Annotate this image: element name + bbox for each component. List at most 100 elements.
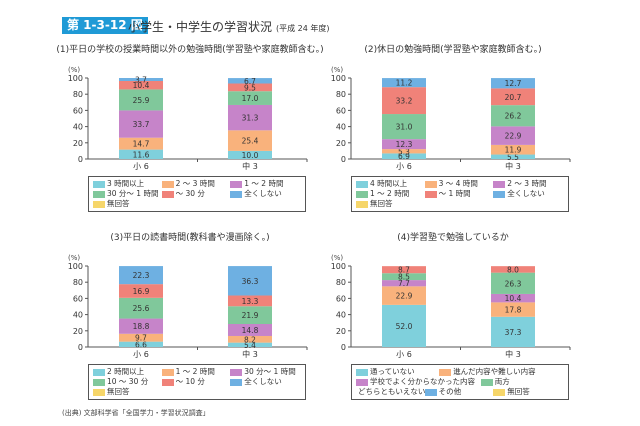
- chart-title: (4)学習塾で勉強しているか: [397, 233, 509, 243]
- x-category-label: 中 3: [242, 161, 258, 171]
- y-tick-label: 40: [336, 123, 346, 132]
- bar-segment: [228, 266, 272, 296]
- data-label: 13.3: [242, 297, 259, 306]
- legend-item: 無回答: [493, 387, 562, 397]
- data-label: 31.0: [396, 123, 413, 132]
- legend-item: 10 ～ 30 分: [93, 377, 162, 387]
- data-label: 26.3: [505, 279, 522, 288]
- legend-swatch-icon: [93, 388, 105, 396]
- y-tick-label: 80: [73, 90, 83, 99]
- legend-item: 2 ～ 3 時間: [161, 179, 231, 189]
- legend-label: 無回答: [370, 199, 393, 208]
- data-label: 33.2: [396, 97, 413, 106]
- legend-item: 30 分～ 1 時間: [230, 367, 299, 377]
- figure-title: 小学生・中学生の学習状況 (平成 24 年度): [128, 18, 330, 35]
- bar-segment: [119, 80, 163, 90]
- legend-label: 1 ～ 2 時間: [370, 189, 410, 198]
- legend-label: 全くしない: [507, 189, 545, 198]
- bar-segment: [119, 89, 163, 111]
- data-label: 37.3: [505, 328, 522, 337]
- legend-swatch-icon: [493, 180, 506, 188]
- data-label: 12.7: [505, 79, 522, 88]
- bar-segment: [491, 302, 535, 317]
- legend-item: 無回答: [93, 387, 162, 397]
- data-label: 5.4: [244, 341, 256, 350]
- bar-segment: [119, 318, 163, 334]
- legend-label: 無回答: [107, 199, 130, 208]
- bar-segment: [228, 150, 272, 159]
- bar-segment: [382, 266, 426, 274]
- legend-swatch-icon: [356, 368, 368, 376]
- legend-item: ～ 1 時間: [424, 189, 494, 199]
- y-axis-unit: (%): [68, 66, 80, 74]
- chart-title: (2)休日の勉強時間(学習塾や家庭教師含む。): [364, 45, 542, 55]
- y-tick-label: 80: [336, 278, 346, 287]
- bar-segment: [491, 105, 535, 127]
- data-label: 8.2: [244, 335, 256, 344]
- legend-swatch-icon: [356, 378, 368, 386]
- bar-segment: [119, 341, 163, 347]
- legend-label: 30 分～ 1 時間: [107, 189, 159, 198]
- bar-segment: [119, 266, 163, 285]
- legend-item: 両方: [480, 377, 564, 387]
- x-category-label: 中 3: [242, 349, 258, 359]
- data-label: 31.3: [242, 114, 259, 123]
- y-tick-label: 100: [68, 74, 83, 83]
- y-tick-label: 0: [78, 343, 83, 352]
- bar-junior-3: 5.511.9 22.9 26.2 20.7 12.7: [491, 78, 535, 162]
- bar-elementary-6: 6.69.7 18.8 25.6 16.9 22.3: [119, 266, 163, 349]
- legend-label: その他: [438, 387, 462, 396]
- data-label: 8.7: [398, 266, 410, 275]
- bar-junior-3: 5.48.214.8 21.9 13.3 36.3: [228, 266, 272, 350]
- bar-junior-3: 10.0 25.4 31.3 17.0 9.56.7: [228, 77, 272, 160]
- source-note: (出典) 文部科学省「全国学力・学習状況調査」: [62, 409, 210, 417]
- bar-segment: [491, 272, 535, 294]
- data-label: 18.8: [133, 322, 150, 331]
- data-label: 12.3: [396, 140, 413, 149]
- data-label: 36.3: [242, 277, 259, 286]
- bar-segment: [119, 284, 163, 298]
- bar-segment: [382, 149, 426, 154]
- chart-weekday-study-time: (1)平日の学校の授業時間以外の勉強時間(学習塾や家庭教師含む。) (%) 0 20 4…: [55, 40, 325, 225]
- data-label: 11.6: [133, 150, 150, 159]
- legend-swatch-icon: [93, 368, 105, 376]
- data-label: 20.7: [505, 93, 522, 102]
- data-label: 16.9: [133, 287, 150, 296]
- bar-segment: [119, 78, 163, 81]
- data-label: 10.0: [242, 151, 259, 160]
- data-label: 11.9: [505, 146, 522, 155]
- legend-label: 10 ～ 30 分: [107, 377, 149, 386]
- y-tick-label: 0: [341, 343, 346, 352]
- bar-segment: [491, 266, 535, 273]
- legend-swatch-icon: [230, 190, 243, 198]
- bar-segment: [228, 78, 272, 84]
- bar-segment: [491, 144, 535, 155]
- legend-label: ～ 10 分: [175, 377, 205, 386]
- legend-swatch-icon: [161, 190, 174, 198]
- legend-swatch-icon: [161, 368, 174, 376]
- legend-item: 全くしない: [493, 189, 562, 199]
- y-tick-label: 0: [341, 155, 346, 164]
- bar-segment: [228, 306, 272, 324]
- legend-item: 1 ～ 2 時間: [356, 189, 425, 199]
- y-axis-unit: (%): [331, 66, 343, 74]
- bar-segment: [382, 87, 426, 115]
- bar-segment: [382, 78, 426, 88]
- legend-swatch-icon: [93, 378, 105, 386]
- y-tick-label: 60: [336, 106, 346, 115]
- bar-segment: [491, 88, 535, 106]
- legend-swatch-icon: [424, 388, 437, 396]
- y-tick-label: 20: [336, 139, 346, 148]
- chart-weekday-reading-time: (3)平日の読書時間(教科書や漫画除く。) (%) 0 20 40 60 80 100 6.6 9…: [55, 228, 325, 413]
- legend-label: 1 ～ 2 時間: [175, 367, 215, 376]
- x-category-label: 中 3: [505, 349, 521, 359]
- legend-swatch-icon: [356, 190, 368, 198]
- chart-title: (3)平日の読書時間(教科書や漫画除く。): [110, 233, 270, 243]
- bar-junior-3: 37.3 17.8 10.4 26.3 8.0: [491, 265, 535, 347]
- data-label: 25.4: [242, 137, 259, 146]
- bar-elementary-6: 11.614.7 33.7 25.9 10.43.7: [119, 75, 163, 159]
- data-label: 26.2: [505, 112, 522, 121]
- legend-item: 4 時間以上: [356, 179, 425, 189]
- data-label: 14.7: [133, 140, 150, 149]
- chart-title: (1)平日の学校の授業時間以外の勉強時間(学習塾や家庭教師含む。): [56, 45, 324, 55]
